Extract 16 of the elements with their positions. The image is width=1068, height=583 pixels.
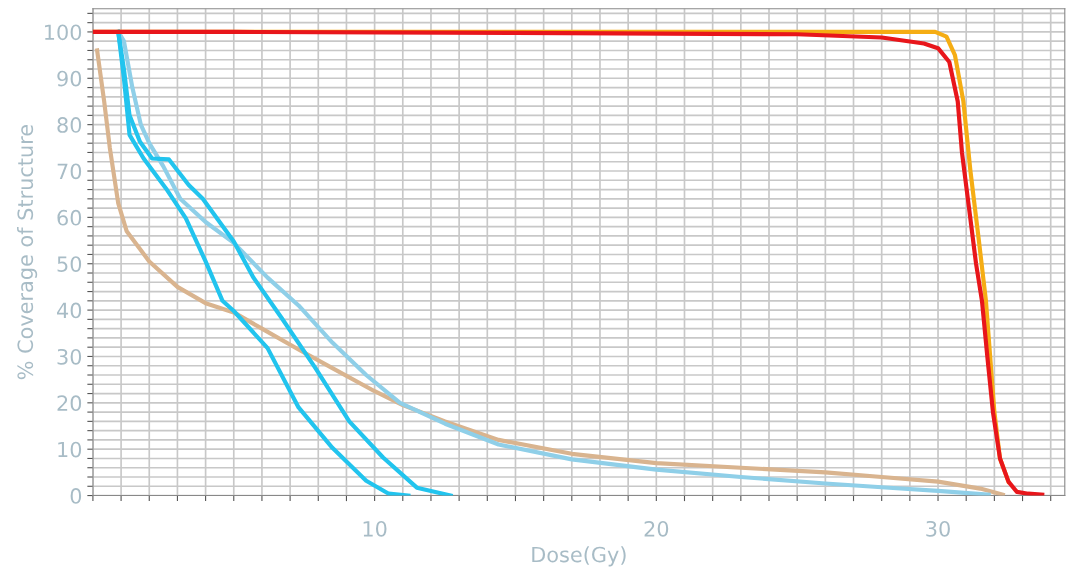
y-tick-label: 40 xyxy=(57,302,82,319)
x-tick-label: 20 xyxy=(644,520,669,537)
x-tick-label: 10 xyxy=(363,520,387,537)
y-tick-label: 100 xyxy=(45,24,82,41)
x-axis-title: Dose(Gy) xyxy=(532,546,626,567)
y-tick-label: 70 xyxy=(57,163,82,180)
y-tick-label: 80 xyxy=(57,117,82,133)
y-tick-label: 50 xyxy=(57,256,82,272)
y-tick-label: 20 xyxy=(57,395,82,412)
y-axis-title: % Coverage of Structure xyxy=(17,125,38,380)
y-tick-label: 60 xyxy=(57,209,82,226)
y-tick-label: 10 xyxy=(58,441,82,458)
x-tick-label: 30 xyxy=(926,520,950,537)
y-tick-label: 0 xyxy=(70,488,82,504)
y-tick-label: 90 xyxy=(57,70,82,87)
y-tick-label: 30 xyxy=(57,348,82,365)
